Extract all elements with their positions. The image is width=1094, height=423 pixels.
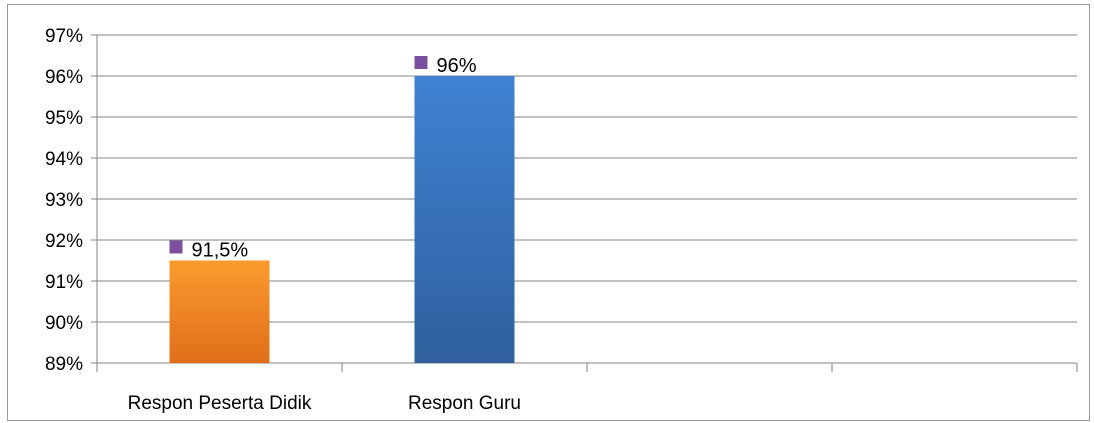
bars bbox=[169, 76, 515, 363]
x-category-label: Respon Peserta Didik bbox=[128, 393, 312, 414]
y-tick-label: 92% bbox=[45, 231, 83, 252]
bar bbox=[169, 260, 270, 363]
y-tick-label: 97% bbox=[45, 26, 83, 47]
data-labels: 91,5% 96% bbox=[169, 55, 477, 262]
data-label: 96% bbox=[437, 55, 477, 77]
x-category-label: Respon Guru bbox=[408, 393, 521, 414]
y-tick-label: 93% bbox=[45, 190, 83, 211]
data-label: 91,5% bbox=[192, 240, 249, 262]
y-tick-label: 96% bbox=[45, 67, 83, 88]
x-axis-category-labels: Respon Peserta Didik Respon Guru bbox=[128, 393, 521, 414]
y-tick-label: 91% bbox=[45, 272, 83, 293]
data-label-marker bbox=[169, 240, 183, 254]
y-tick-label: 89% bbox=[45, 354, 83, 375]
bar bbox=[414, 76, 515, 363]
y-tick-label: 94% bbox=[45, 149, 83, 170]
y-tick-label: 95% bbox=[45, 108, 83, 129]
y-tick-label: 90% bbox=[45, 313, 83, 334]
y-axis-tick-labels: 89% 90% 91% 92% 93% 94% 95% 96% 97% bbox=[45, 26, 83, 375]
data-label-marker bbox=[414, 56, 428, 69]
